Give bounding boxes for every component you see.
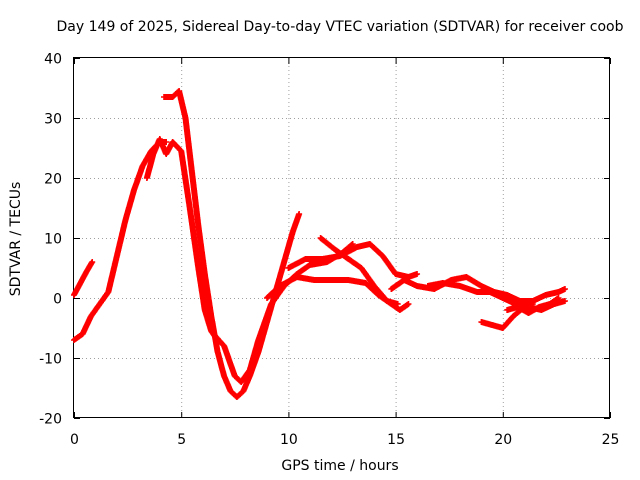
data-point-markers: [264, 274, 412, 313]
axis-ticks: [74, 58, 611, 419]
series-arc-6: [264, 274, 412, 313]
chart-title: Day 149 of 2025, Sidereal Day-to-day VTE…: [56, 19, 624, 35]
y-tick-labels: -20 -10 0 10 20 30 40: [39, 52, 62, 428]
series-arc-11: [478, 301, 536, 331]
data-point-markers: [317, 235, 401, 307]
x-tick-label: 5: [177, 432, 186, 448]
x-tick-label: 25: [602, 432, 620, 448]
data-point-markers: [285, 241, 421, 280]
y-tick-label: 10: [44, 232, 62, 248]
data-points: [71, 88, 568, 400]
y-tick-label: 0: [53, 292, 62, 308]
y-tick-label: -10: [39, 352, 62, 368]
grid: [74, 58, 610, 418]
x-tick-label: 0: [70, 432, 79, 448]
x-axis-label: GPS time / hours: [281, 458, 398, 474]
x-tick-label: 10: [280, 432, 298, 448]
data-point-markers: [478, 301, 536, 331]
x-tick-label: 15: [387, 432, 405, 448]
series-arc-3: [143, 136, 219, 340]
series-arc-8: [285, 241, 421, 280]
y-tick-label: -20: [39, 412, 62, 428]
x-tick-label: 20: [494, 432, 512, 448]
series-arc-7: [317, 235, 401, 307]
data-point-markers: [504, 295, 562, 316]
y-tick-label: 20: [44, 172, 62, 188]
series-arc-12: [504, 295, 562, 316]
data-point-markers: [71, 139, 170, 343]
y-tick-label: 30: [44, 112, 62, 128]
series-arc-1: [71, 259, 96, 298]
y-tick-label: 40: [44, 52, 62, 68]
data-point-markers: [71, 259, 96, 298]
plot-frame: [73, 57, 610, 418]
data-point-markers: [143, 136, 219, 340]
x-tick-labels: 0 5 10 15 20 25: [70, 432, 619, 448]
y-axis-label: SDTVAR / TECUs: [8, 182, 24, 297]
series-arc-2: [71, 139, 170, 343]
